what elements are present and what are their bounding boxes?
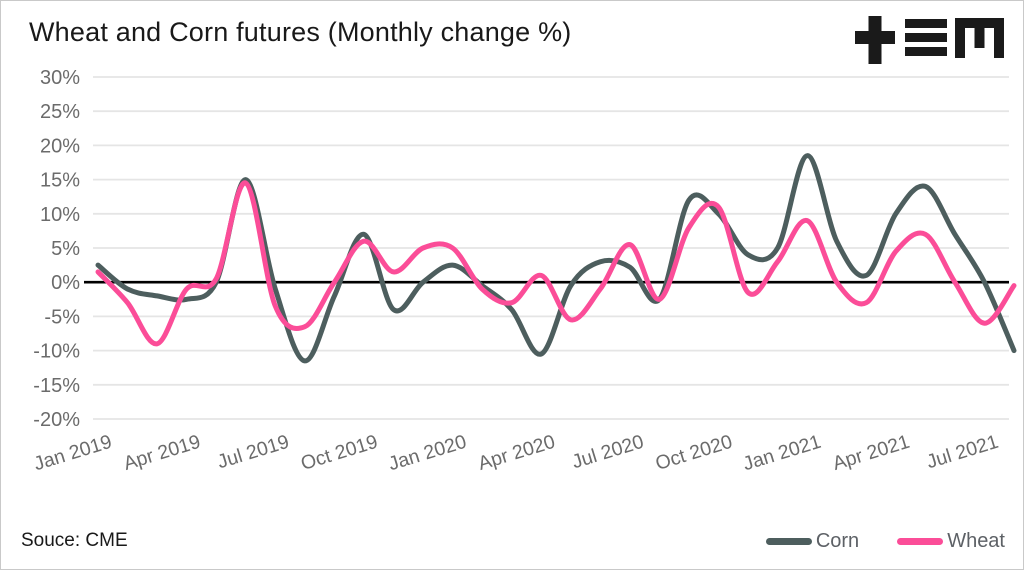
legend: Corn Wheat (765, 530, 1005, 553)
x-tick-label: Apr 2021 (830, 431, 912, 475)
y-tick-label: -15% (33, 375, 80, 397)
x-tick-label: Oct 2020 (653, 431, 735, 475)
y-tick-label: 10% (40, 204, 80, 226)
x-tick-label: Apr 2020 (476, 431, 558, 475)
y-tick-label: -10% (33, 341, 80, 363)
legend-item-corn: Corn (765, 530, 860, 553)
y-tick-label: -5% (44, 306, 80, 328)
y-tick-label: 20% (40, 135, 80, 157)
legend-item-wheat: Wheat (897, 530, 1005, 553)
x-tick-label: Jul 2021 (924, 431, 1001, 474)
tem-logo (855, 16, 1004, 64)
wheat-line-swatch (897, 538, 944, 545)
y-tick-label: 15% (40, 170, 80, 192)
wheat-line (95, 180, 1017, 347)
corn-line (95, 153, 1017, 364)
x-tick-label: Jan 2021 (740, 431, 823, 476)
x-tick-label: Oct 2019 (298, 431, 380, 475)
x-tick-label: Jul 2019 (215, 431, 292, 474)
logo-bar-1 (905, 19, 947, 28)
x-tick-label: Jul 2020 (569, 431, 646, 474)
y-tick-label: 25% (40, 101, 80, 123)
y-tick-label: -20% (33, 409, 80, 431)
legend-label-corn: Corn (815, 530, 860, 552)
x-tick-label: Jan 2020 (386, 431, 469, 476)
legend-label-wheat: Wheat (947, 530, 1005, 552)
y-tick-label: 30% (40, 67, 80, 89)
x-tick-label: Jan 2019 (31, 431, 114, 476)
logo-bar-2 (905, 33, 947, 42)
logo-bar-3 (905, 47, 947, 56)
logo-m-glyph (955, 18, 1004, 58)
y-tick-label: 0% (51, 272, 80, 294)
logo-plus-horizontal (855, 31, 895, 44)
corn-line-swatch (765, 538, 812, 545)
chart-title: Wheat and Corn futures (Monthly change %… (29, 17, 572, 47)
x-tick-label: Apr 2019 (121, 431, 203, 475)
y-tick-label: 5% (51, 238, 80, 260)
source-note: Souce: CME (21, 530, 128, 551)
